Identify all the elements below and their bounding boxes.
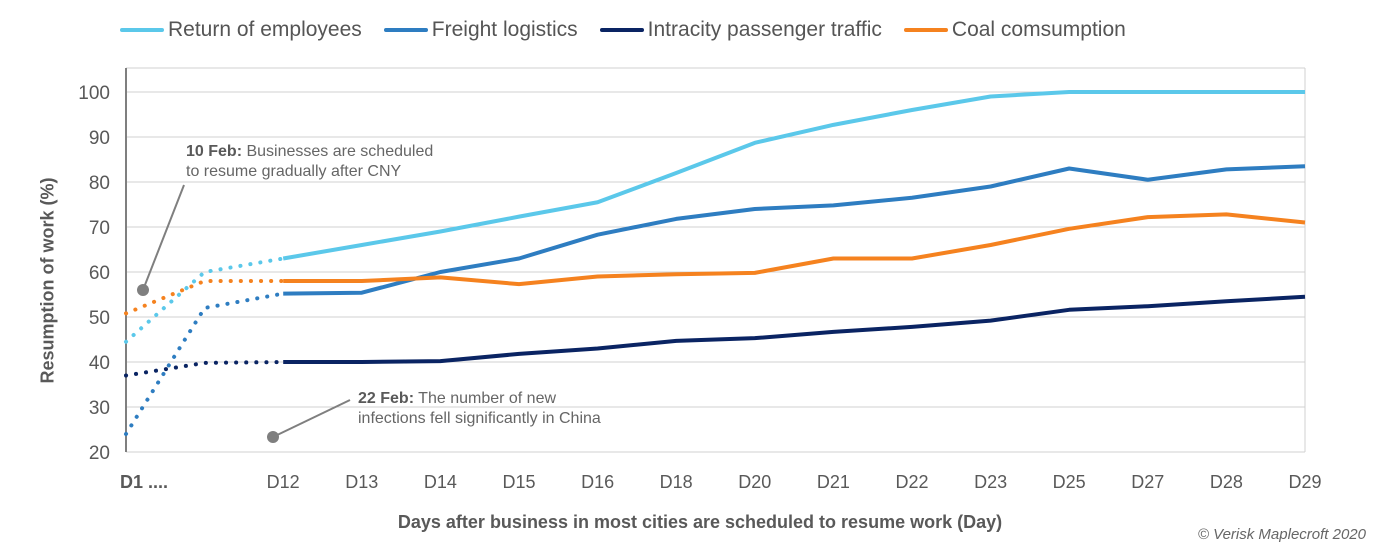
legend-item: Freight logistics xyxy=(383,18,578,42)
x-tick-label: D16 xyxy=(581,472,614,492)
x-tick-label: D14 xyxy=(424,472,457,492)
y-axis-label: Resumption of work (%) xyxy=(37,177,58,384)
y-tick-label: 30 xyxy=(89,398,110,419)
x-tick-label: D1 .... xyxy=(120,472,168,492)
series-line-dotted xyxy=(124,360,286,378)
annotation-22-feb: 22 Feb: The number of new infections fell… xyxy=(358,390,601,427)
credit: © Verisk Maplecroft 2020 xyxy=(1197,526,1366,543)
x-tick-label: D28 xyxy=(1210,472,1243,492)
annotation-marker xyxy=(267,431,279,443)
y-tick-label: 20 xyxy=(89,443,110,464)
x-tick-label: D13 xyxy=(345,472,378,492)
y-tick-label: 80 xyxy=(89,173,110,194)
annotation-10-feb: 10 Feb: Businesses are scheduled to resum… xyxy=(186,143,434,180)
x-tick-label: D21 xyxy=(817,472,850,492)
x-tick-label: D15 xyxy=(502,472,535,492)
x-axis-label: Days after business in most cities are s… xyxy=(397,512,1003,532)
x-tick-label: D29 xyxy=(1288,472,1321,492)
annotation-leader xyxy=(272,399,351,438)
legend-item: Coal comsumption xyxy=(903,18,1126,42)
x-tick-label: D27 xyxy=(1131,472,1164,492)
x-tick-label: D22 xyxy=(895,472,928,492)
x-tick-label: D20 xyxy=(738,472,771,492)
x-tick-label: D23 xyxy=(974,472,1007,492)
y-tick-label: 50 xyxy=(89,308,110,329)
y-tick-label: 60 xyxy=(89,263,110,284)
legend-label: Freight logistics xyxy=(431,18,578,41)
legend-label: Coal comsumption xyxy=(951,18,1126,41)
y-tick-label: 70 xyxy=(89,218,110,239)
series-line xyxy=(283,294,1306,364)
legend-swatch xyxy=(599,28,644,32)
legend: Return of employees Freight logistics In… xyxy=(120,18,1148,42)
x-tick-label: D12 xyxy=(267,472,300,492)
series-line xyxy=(282,90,1305,261)
annotation-marker xyxy=(137,284,149,296)
annotation-leader xyxy=(142,184,185,291)
x-tick-label: D25 xyxy=(1053,472,1086,492)
legend-item: Return of employees xyxy=(120,18,362,42)
y-tick-label: 90 xyxy=(89,128,110,149)
legend-item: Intracity passenger traffic xyxy=(599,18,882,42)
y-tick-label: 40 xyxy=(89,353,110,374)
x-tick-label: D18 xyxy=(660,472,693,492)
y-tick-label: 100 xyxy=(78,83,110,104)
legend-label: Intracity passenger traffic xyxy=(647,18,882,41)
legend-label: Return of employees xyxy=(168,18,362,41)
series-line xyxy=(283,164,1306,296)
legend-swatch xyxy=(383,28,428,32)
series-line-dotted xyxy=(124,279,286,316)
legend-swatch xyxy=(120,28,164,32)
legend-swatch xyxy=(903,28,948,32)
series-line-dotted xyxy=(124,291,286,436)
series-line xyxy=(283,212,1306,287)
